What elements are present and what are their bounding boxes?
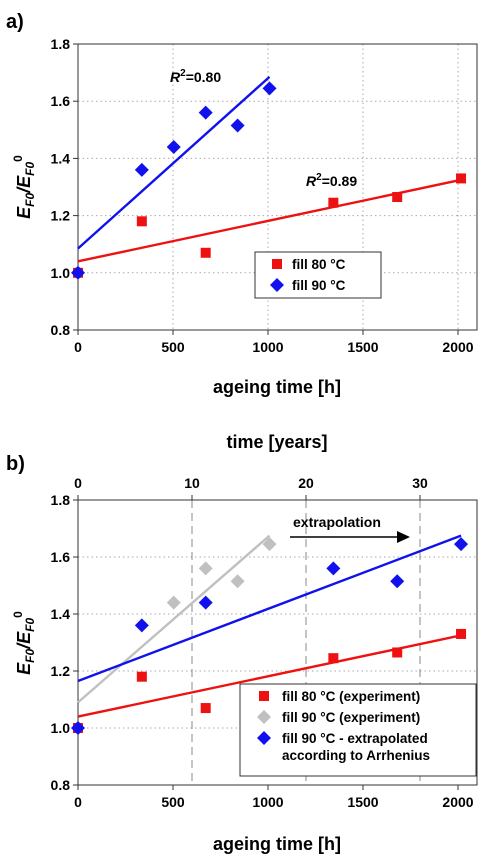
data-point-diamond	[166, 139, 181, 154]
fit-lines	[77, 75, 462, 263]
legend-label-line: fill 90 °C - extrapolated	[282, 731, 428, 746]
legend-marker-fill-80-experiment	[259, 691, 269, 701]
legend-label-fill-90-experiment: fill 90 °C (experiment)	[282, 710, 420, 725]
y-tick-label: 1.2	[51, 208, 71, 224]
y-tick-label: 1.4	[51, 606, 71, 622]
extrapolation-label: extrapolation	[293, 514, 381, 530]
data-points	[71, 81, 467, 280]
y-tick-label: 0.8	[51, 322, 71, 338]
y-tick-label: 1.6	[51, 93, 71, 109]
data-point-square	[136, 671, 147, 682]
panel-a: a) 0.8 1.0 1.2 1.4 1.6 1.8 0 500 1000 1500 2000 a…	[6, 11, 478, 397]
r2-annotation-90: R2=0.80	[170, 68, 221, 85]
data-point-diamond	[230, 574, 245, 589]
data-point-square	[200, 247, 211, 258]
x2-tick-label: 20	[298, 475, 314, 491]
panel-a-label: a)	[6, 11, 24, 33]
y-tick-labels: 0.8 1.0 1.2 1.4 1.6 1.8	[51, 492, 71, 793]
data-point-diamond	[454, 537, 469, 552]
legend-label-fill-90-extrapolated: fill 90 °C - extrapolated according to Ar…	[282, 731, 430, 763]
data-point-diamond	[230, 118, 245, 133]
fit-line	[77, 178, 462, 263]
x-tick-label: 0	[74, 339, 82, 355]
x-tick-label: 1500	[347, 339, 378, 355]
legend-marker-fill-90-experiment	[257, 710, 271, 724]
data-point-square	[200, 703, 211, 714]
y-tick-labels: 0.8 1.0 1.2 1.4 1.6 1.8	[51, 36, 71, 338]
y-tick-label: 1.0	[51, 720, 71, 736]
data-point-diamond	[166, 595, 181, 610]
y-tick-label: 0.8	[51, 777, 71, 793]
legend-label-fill-80-experiment: fill 80 °C (experiment)	[282, 689, 420, 704]
legend-label-fill-80: fill 80 °C	[292, 257, 346, 272]
x-tick-labels: 0 500 1000 1500 2000	[74, 339, 474, 355]
y-axis-title: EF0/EF00	[11, 155, 37, 219]
data-point-square	[328, 653, 339, 664]
x-tick-label: 500	[161, 339, 185, 355]
x2-tick-label: 30	[412, 475, 428, 491]
data-point-square	[136, 216, 147, 227]
fit-line	[77, 534, 271, 704]
data-points	[71, 537, 469, 735]
x-tick-label: 2000	[442, 339, 473, 355]
data-point-diamond	[262, 537, 277, 552]
fit-line	[77, 75, 271, 250]
panel-b: b) time [years] 0 10 20 30 0.8 1.0 1.2 1.4 1.6 1…	[6, 432, 478, 854]
legend-box	[239, 683, 477, 777]
x-axis-title: ageing time [h]	[213, 834, 341, 854]
data-point-diamond	[390, 574, 405, 589]
legend-marker-fill-90	[270, 278, 284, 292]
extrapolation-arrow	[290, 531, 410, 543]
legend-marker-fill-90-extrapolated	[257, 731, 271, 745]
data-point-diamond	[134, 618, 149, 633]
legend-marker-fill-80	[272, 259, 282, 269]
data-point-diamond	[326, 561, 341, 576]
data-point-square	[456, 173, 467, 184]
data-point-diamond	[71, 265, 85, 280]
y-tick-label: 1.0	[51, 265, 71, 281]
y-tick-label: 1.4	[51, 150, 71, 166]
legend-label-line: according to Arrhenius	[282, 748, 430, 763]
x-tick-label: 1000	[252, 794, 283, 810]
data-point-diamond	[71, 721, 85, 735]
data-point-square	[456, 628, 467, 639]
data-point-diamond	[134, 162, 149, 177]
data-point-diamond	[198, 595, 213, 610]
legend: fill 80 °C fill 90 °C	[254, 251, 382, 299]
plot-area	[77, 43, 478, 331]
y-tick-label: 1.6	[51, 549, 71, 565]
data-point-square	[392, 192, 403, 203]
legend-label-fill-90: fill 90 °C	[292, 278, 346, 293]
data-point-square	[328, 197, 339, 208]
x-tick-labels: 0 500 1000 1500 2000	[74, 794, 474, 810]
x-tick-label: 1000	[252, 339, 283, 355]
data-point-diamond	[198, 561, 213, 576]
x2-tick-label: 10	[184, 475, 200, 491]
x-tick-label: 1500	[347, 794, 378, 810]
y-axis-title: EF0/EF00	[11, 611, 37, 675]
x2-axis-title: time [years]	[226, 432, 327, 452]
y-tick-label: 1.8	[51, 36, 71, 52]
legend: fill 80 °C (experiment) fill 90 °C (expe…	[239, 683, 477, 777]
x-axis-title: ageing time [h]	[213, 377, 341, 397]
panel-b-label: b)	[6, 453, 25, 475]
y-tick-label: 1.2	[51, 663, 71, 679]
x2-tick-label: 0	[74, 475, 82, 491]
data-point-diamond	[262, 81, 277, 96]
data-point-square	[392, 647, 403, 658]
fit-line	[77, 534, 462, 683]
data-point-diamond	[198, 105, 213, 120]
x-tick-label: 2000	[442, 794, 473, 810]
x-tick-label: 500	[161, 794, 185, 810]
plot-area	[77, 499, 478, 786]
r2-annotation-80: R2=0.89	[306, 172, 357, 189]
x2-tick-labels: 0 10 20 30	[74, 475, 428, 491]
x-tick-label: 0	[74, 794, 82, 810]
y-tick-label: 1.8	[51, 492, 71, 508]
